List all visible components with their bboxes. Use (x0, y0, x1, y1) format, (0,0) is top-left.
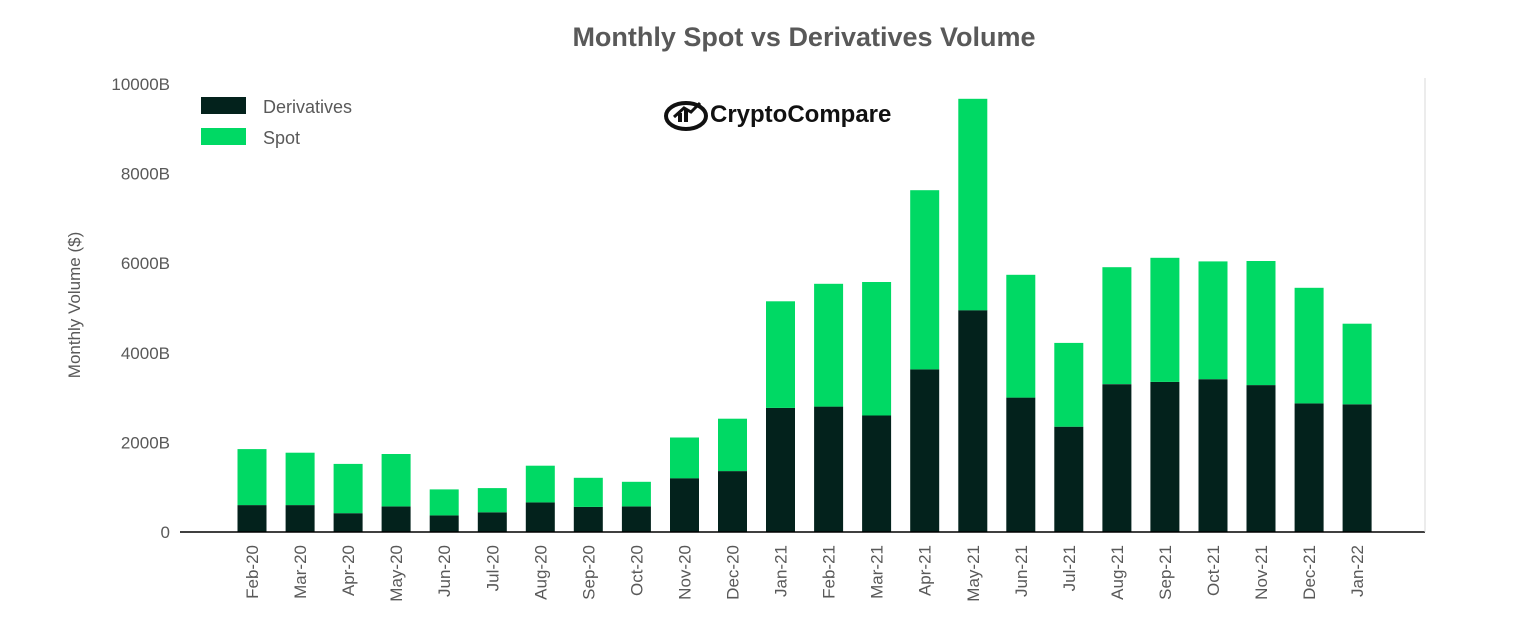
bar-spot-mar-20 (285, 452, 315, 506)
y-ticks-group: 0 2000B 4000B 6000B 8000B 10000B (111, 75, 170, 542)
bar-spot-oct-20 (621, 481, 651, 507)
legend: Derivatives Spot (201, 97, 352, 148)
bar-derivatives-feb-21 (814, 406, 844, 532)
bar-derivatives-jun-20 (429, 515, 459, 532)
bar-spot-may-21 (958, 98, 988, 311)
bar-spot-aug-20 (525, 465, 555, 503)
bar-spot-oct-21 (1198, 261, 1228, 380)
x-tick-label: Dec-21 (1300, 545, 1319, 600)
bar-spot-feb-20 (237, 449, 267, 506)
x-tick-label: Jul-20 (483, 545, 502, 591)
bar-derivatives-jan-22 (1342, 404, 1372, 532)
bar-spot-jul-20 (477, 488, 507, 513)
x-tick-label: Apr-21 (916, 545, 935, 596)
bar-spot-nov-20 (670, 437, 699, 479)
cryptocompare-logo-text: CryptoCompare (710, 101, 891, 128)
bar-derivatives-oct-21 (1198, 379, 1228, 532)
bar-derivatives-feb-20 (237, 505, 267, 532)
bar-derivatives-sep-20 (573, 506, 603, 532)
y-tick-label: 2000B (121, 433, 170, 452)
bar-derivatives-sep-21 (1150, 381, 1180, 532)
bar-spot-nov-21 (1246, 261, 1276, 386)
bar-spot-jan-21 (766, 301, 795, 408)
bar-derivatives-dec-21 (1294, 403, 1324, 532)
bar-derivatives-jul-21 (1054, 426, 1084, 532)
bar-derivatives-aug-21 (1102, 384, 1132, 532)
bar-spot-feb-21 (814, 283, 844, 407)
x-tick-label: Aug-20 (531, 545, 550, 600)
bar-derivatives-mar-20 (285, 505, 315, 532)
bar-derivatives-mar-21 (862, 415, 892, 532)
bar-derivatives-oct-20 (621, 506, 651, 532)
x-tick-label: Jun-21 (1012, 545, 1031, 597)
x-tick-label: Mar-21 (868, 545, 887, 599)
x-tick-label: Jan-22 (1348, 545, 1367, 597)
legend-label-derivatives: Derivatives (263, 97, 352, 117)
x-tick-label: Oct-21 (1204, 545, 1223, 596)
bar-derivatives-jul-20 (477, 512, 507, 532)
bar-derivatives-nov-20 (670, 478, 699, 532)
x-tick-label: Nov-21 (1252, 545, 1271, 600)
bar-spot-apr-20 (333, 463, 363, 514)
x-tick-label: Jun-20 (435, 545, 454, 597)
x-tick-label: Aug-21 (1108, 545, 1127, 600)
bar-spot-may-20 (381, 454, 411, 507)
cryptocompare-logo-icon (664, 101, 708, 131)
bar-derivatives-may-21 (958, 310, 988, 532)
bar-spot-jun-21 (1006, 274, 1036, 398)
x-tick-label: Sep-20 (579, 545, 598, 600)
bar-derivatives-apr-21 (910, 369, 940, 532)
bar-spot-aug-21 (1102, 267, 1132, 385)
y-axis-title: Monthly Volume ($) (65, 232, 84, 378)
bar-spot-sep-20 (573, 477, 603, 507)
bar-derivatives-jun-21 (1006, 397, 1036, 532)
bar-spot-jan-22 (1342, 323, 1372, 405)
x-tick-label: Jan-21 (772, 545, 791, 597)
y-tick-label: 0 (161, 523, 170, 542)
bars-group (237, 98, 1372, 532)
bar-spot-jul-21 (1054, 342, 1084, 427)
cryptocompare-logo: CryptoCompare (664, 101, 891, 131)
x-tick-label: Mar-20 (291, 545, 310, 599)
bar-derivatives-jan-21 (766, 407, 795, 532)
x-tick-label: Jul-21 (1060, 545, 1079, 591)
bar-spot-mar-21 (862, 282, 892, 416)
legend-swatch-derivatives (201, 97, 246, 114)
x-tick-label: Feb-21 (820, 545, 839, 599)
x-tick-label: Feb-20 (243, 545, 262, 599)
y-tick-label: 4000B (121, 344, 170, 363)
x-tick-label: Sep-21 (1156, 545, 1175, 600)
y-tick-label: 8000B (121, 165, 170, 184)
x-tick-label: Oct-20 (627, 545, 646, 596)
chart-title: Monthly Spot vs Derivatives Volume (572, 22, 1036, 52)
bar-spot-sep-21 (1150, 257, 1180, 382)
x-tick-label: Apr-20 (339, 545, 358, 596)
bar-derivatives-may-20 (381, 506, 411, 532)
x-tick-label: May-20 (387, 545, 406, 602)
x-tick-label: May-21 (964, 545, 983, 602)
bar-derivatives-aug-20 (525, 502, 555, 532)
x-tick-label: Nov-20 (675, 545, 694, 600)
bar-spot-apr-21 (910, 190, 940, 370)
y-tick-label: 10000B (111, 75, 170, 94)
bar-derivatives-nov-21 (1246, 385, 1276, 532)
x-tick-label: Dec-20 (724, 545, 743, 600)
bar-spot-dec-20 (718, 418, 747, 472)
y-tick-label: 6000B (121, 254, 170, 273)
bar-derivatives-apr-20 (333, 513, 363, 532)
x-ticks-group: Feb-20 Mar-20 Apr-20 May-20 Jun-20 Jul-20 Aug-… (243, 545, 1367, 602)
legend-label-spot: Spot (263, 128, 300, 148)
bar-spot-dec-21 (1294, 287, 1324, 404)
bar-derivatives-dec-20 (718, 471, 747, 532)
bar-spot-jun-20 (429, 489, 459, 516)
legend-swatch-spot (201, 128, 246, 145)
